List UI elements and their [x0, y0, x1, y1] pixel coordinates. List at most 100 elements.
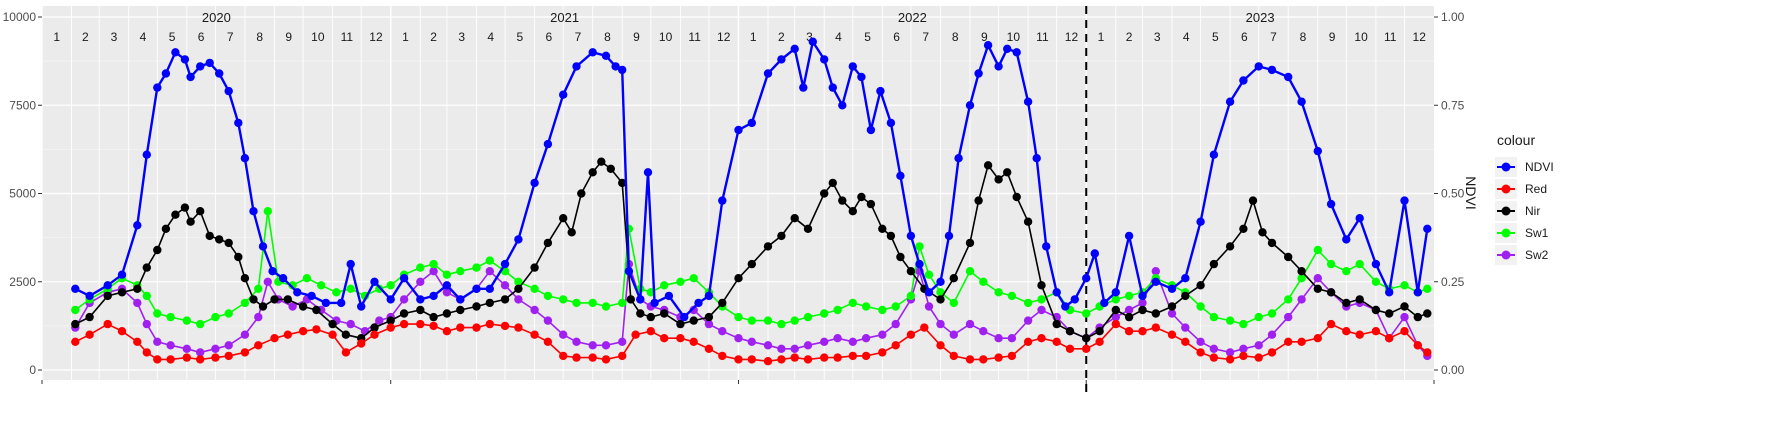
point-ndvi: [643, 168, 653, 177]
point-red: [328, 330, 337, 339]
point-nir: [1385, 309, 1394, 318]
point-red: [341, 348, 351, 357]
point-red: [1225, 355, 1235, 364]
point-ndvi: [1061, 302, 1070, 311]
point-red: [1138, 327, 1147, 336]
point-ndvi: [1326, 199, 1336, 209]
point-sw1: [601, 302, 611, 311]
point-ndvi: [828, 83, 837, 92]
point-ndvi: [514, 235, 523, 244]
point-red: [878, 348, 887, 357]
point-sw2: [1297, 295, 1306, 304]
month-label: 9: [285, 30, 292, 44]
point-red: [416, 319, 425, 329]
y-tick-label: 2500: [9, 275, 36, 289]
point-sw2: [704, 319, 714, 329]
point-red: [370, 330, 379, 339]
point-sw2: [1167, 309, 1177, 318]
point-ndvi: [161, 69, 171, 78]
point-nir: [240, 274, 250, 283]
y2-axis-title: NDVI: [1463, 176, 1479, 209]
point-sw1: [676, 277, 685, 286]
point-red: [530, 330, 539, 339]
point-sw1: [1007, 291, 1017, 301]
point-ndvi: [1003, 44, 1012, 53]
point-red: [133, 337, 142, 346]
month-label: 11: [341, 30, 354, 44]
point-sw2: [559, 330, 568, 339]
point-red: [704, 344, 714, 353]
y2-tick-label: 0.50: [1441, 187, 1465, 201]
point-ndvi: [1082, 274, 1091, 283]
point-sw1: [211, 312, 220, 322]
point-sw2: [820, 337, 829, 346]
point-red: [1267, 348, 1277, 357]
month-label: 5: [1212, 30, 1219, 44]
point-nir: [117, 288, 127, 297]
point-sw1: [254, 284, 263, 293]
point-red: [601, 355, 611, 364]
point-ndvi: [103, 281, 112, 290]
point-sw2: [763, 341, 773, 350]
point-sw2: [1313, 274, 1323, 283]
point-ndvi: [278, 274, 288, 283]
point-nir: [1111, 305, 1121, 315]
point-red: [1254, 353, 1263, 362]
y-tick-label: 5000: [9, 187, 36, 201]
point-ndvi: [337, 298, 346, 308]
point-ndvi: [718, 196, 727, 205]
point-red: [994, 353, 1003, 362]
point-red: [949, 351, 958, 361]
point-red: [1111, 319, 1121, 329]
series-nir: [71, 157, 1432, 343]
month-label: 11: [1384, 30, 1397, 44]
point-ndvi: [1167, 284, 1177, 293]
point-ndvi: [215, 69, 224, 78]
month-label: 7: [227, 30, 234, 44]
year-label: 2023: [1246, 10, 1275, 25]
month-label: 5: [516, 30, 523, 44]
point-nir: [567, 228, 576, 237]
point-ndvi: [876, 86, 885, 96]
legend-label-nir: Nir: [1525, 204, 1540, 218]
point-ndvi: [249, 207, 258, 216]
point-sw2: [777, 344, 786, 353]
point-nir: [983, 161, 993, 170]
point-nir: [500, 295, 510, 304]
point-ndvi: [456, 295, 465, 304]
point-ndvi: [572, 62, 581, 71]
point-sw1: [263, 207, 272, 216]
point-nir: [676, 319, 685, 329]
point-nir: [1052, 319, 1061, 329]
point-red: [906, 330, 916, 339]
point-sw2: [1151, 267, 1161, 276]
y-axis-left: 0 2500 5000 7500 10000: [3, 10, 42, 377]
point-nir: [618, 178, 627, 188]
point-red: [718, 351, 727, 361]
point-sw1: [965, 267, 975, 276]
point-nir: [1196, 281, 1205, 290]
point-sw2: [861, 334, 871, 343]
point-red: [1385, 334, 1394, 343]
point-sw1: [240, 298, 250, 308]
legend-key-point: [1501, 228, 1511, 238]
point-sw2: [442, 288, 452, 297]
point-sw2: [747, 337, 756, 346]
point-sw1: [878, 305, 887, 315]
point-sw1: [1267, 309, 1277, 318]
month-label: 3: [111, 30, 118, 44]
point-sw2: [1209, 344, 1219, 353]
point-nir: [1151, 309, 1161, 318]
point-red: [182, 353, 191, 362]
point-red: [472, 323, 481, 332]
point-red: [763, 357, 773, 366]
y2-tick-label: 0.25: [1441, 275, 1465, 289]
point-sw2: [1254, 341, 1263, 350]
point-nir: [442, 309, 452, 318]
point-ndvi: [180, 55, 190, 64]
month-label: 9: [981, 30, 988, 44]
point-sw2: [936, 319, 945, 329]
point-nir: [577, 189, 586, 198]
point-red: [270, 334, 279, 343]
month-label: 6: [198, 30, 205, 44]
